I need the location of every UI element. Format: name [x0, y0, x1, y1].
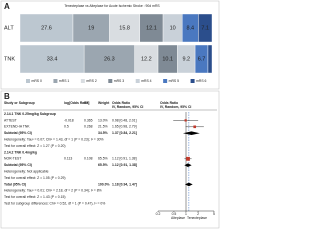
legend-swatch	[163, 79, 168, 83]
column-header: IV, Random, 95% CI	[160, 105, 191, 109]
column-header: log[Odds Ratio]	[64, 101, 89, 105]
row-label: Test for overall effect: Z = 1.05 (P = 0…	[4, 176, 66, 180]
column-header: SE	[84, 101, 89, 105]
se: 0.108	[84, 157, 93, 161]
point-estimate	[193, 125, 197, 129]
column-header: Study or Subgroup	[4, 101, 35, 105]
value-label: 15.8	[119, 25, 130, 31]
favours-label: Alteplase	[171, 216, 185, 220]
figure: A Tenecteplase vs Alteplase for Acute Is…	[0, 0, 220, 229]
panel-label: A	[4, 2, 10, 11]
value-label: 12.1	[146, 25, 157, 31]
weight: 65.5%	[98, 163, 108, 167]
column-header: Weight	[98, 101, 110, 105]
weight: 21.5%	[98, 125, 108, 129]
row-label: EXTEND-IA TNK	[4, 125, 30, 129]
log-or: -0.018	[64, 118, 74, 122]
odds-ratio: 1.12 [0.91, 1.38]	[112, 163, 137, 167]
x-tick-label: 0.5	[172, 212, 177, 216]
row-label: 2.14.1 TNK 0.25mg/kg Subgroup	[4, 112, 56, 116]
row-label: NOR-TEST	[4, 157, 21, 161]
bar-segment	[198, 13, 213, 43]
panel-label: B	[4, 92, 10, 101]
row-label: Test for subgroup differences: Chi² = 0.…	[4, 201, 105, 205]
pooled-diamond	[184, 182, 193, 187]
row-label: Total (95% CI)	[4, 182, 26, 186]
value-label: 8.4	[186, 25, 194, 31]
bar-segment	[19, 13, 74, 43]
pooled-diamond	[184, 163, 192, 167]
legend-label: mRS 2	[86, 79, 96, 83]
weight: 65.5%	[98, 157, 108, 161]
chart-title: Tenecteplase vs Alteplase for Acute Isch…	[64, 4, 160, 8]
row-label: 2.14.2 TNK 0.4mg/kg	[4, 150, 37, 154]
pooled-diamond	[182, 131, 200, 135]
value-label: 27.6	[41, 25, 52, 31]
x-tick-label: 2	[197, 212, 199, 216]
legend-swatch	[108, 79, 113, 83]
weight: 100.0%	[98, 182, 110, 186]
legend-label: mRS 1	[59, 79, 69, 83]
value-label: 19	[88, 25, 94, 31]
odds-ratio: 1.18 [0.94, 1.47]	[112, 182, 137, 186]
legend-swatch	[135, 79, 140, 83]
row-label: Test for overall effect: Z = 1.43 (P = 0…	[4, 195, 66, 199]
value-label: 33.4	[47, 56, 58, 62]
odds-ratio: 1.37 [0.84, 2.21]	[112, 131, 137, 135]
legend-swatch	[80, 79, 85, 83]
legend-label: mRS 0	[32, 79, 42, 83]
column-header: Odds Ratio	[112, 101, 130, 105]
legend-label: mRS 5	[169, 79, 179, 83]
value-label: 26.3	[104, 56, 115, 62]
value-label: 7.1	[201, 25, 209, 31]
value-label: 12.2	[141, 56, 152, 62]
bar-segment	[109, 13, 141, 43]
legend-label: mRS 3	[114, 79, 124, 83]
row-label: Heterogeneity: Not applicable	[4, 169, 49, 173]
x-tick-label: 0.2	[156, 212, 161, 216]
value-label: 10.1	[162, 56, 173, 62]
column-header: IV, Random, 95% CI	[112, 105, 143, 109]
value-label: 6.7	[198, 56, 206, 62]
se: 0.365	[84, 118, 93, 122]
log-or: 0.5	[64, 125, 69, 129]
row-label: Subtotal (95% CI)	[4, 163, 32, 167]
bar-segment	[83, 44, 135, 74]
legend-swatch	[190, 79, 195, 83]
y-tick-label: ALT	[4, 25, 14, 31]
panel-a-frame	[0, 0, 220, 90]
row-label: Subtotal (95% CI)	[4, 131, 32, 135]
legend-label: mRS 6	[196, 79, 206, 83]
point-estimate	[186, 156, 190, 161]
odds-ratio: 1.12 [0.91, 1.38]	[112, 157, 137, 161]
y-tick-label: TNK	[4, 56, 15, 62]
se: 0.268	[84, 125, 93, 129]
favours-label: Tenecteplase	[187, 216, 207, 220]
row-label: Heterogeneity: Tau² = 0.07; Chi² = 1.43,…	[4, 137, 104, 141]
odds-ratio: 1.65 [0.98, 2.79]	[112, 125, 137, 129]
weight: 13.0%	[98, 118, 108, 122]
x-tick-label: 1	[185, 212, 187, 216]
legend-swatch	[53, 79, 58, 83]
point-estimate	[184, 119, 187, 122]
log-or: 0.113	[64, 157, 72, 161]
legend-label: mRS 4	[141, 79, 151, 83]
value-label: 9.2	[182, 56, 190, 62]
column-header: Odds Ratio	[160, 101, 178, 105]
weight: 34.5%	[98, 131, 108, 135]
x-tick-label: 5	[213, 212, 215, 216]
value-label: 10	[170, 25, 176, 31]
bar-segment	[19, 44, 85, 74]
row-label: ATTEST	[4, 118, 17, 122]
row-label: Heterogeneity: Tau² = 0.01; Chi² = 2.18,…	[4, 189, 102, 193]
bar-segment	[207, 44, 213, 74]
odds-ratio: 0.98 [0.48, 2.01]	[112, 118, 137, 122]
panel-b-frame	[0, 90, 220, 229]
row-label: Test for overall effect: Z = 1.27 (P = 0…	[4, 144, 66, 148]
legend-swatch	[26, 79, 30, 83]
